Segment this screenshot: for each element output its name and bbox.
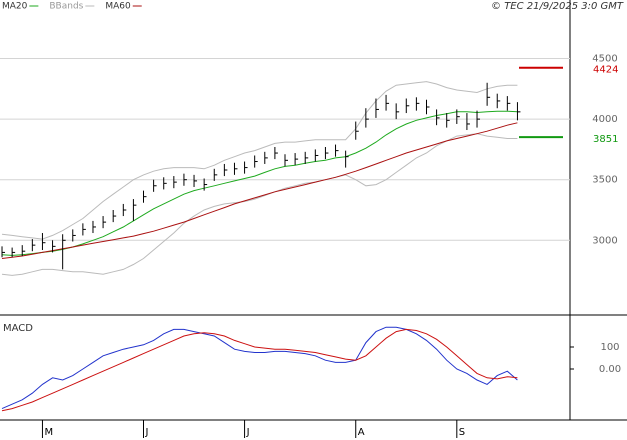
y-tick-label: 4000 xyxy=(592,114,617,125)
pane-title: MACD xyxy=(3,323,33,334)
x-tick-label: S xyxy=(459,427,465,438)
y-tick-label: 3500 xyxy=(592,175,617,186)
macd-line xyxy=(1,328,518,412)
level-label: 3851 xyxy=(593,134,618,145)
x-tick-label: M xyxy=(44,427,53,438)
ma-line xyxy=(1,122,518,259)
y-tick-label: 4500 xyxy=(592,54,617,65)
bband-line xyxy=(1,133,518,276)
ma-line xyxy=(1,110,518,256)
legend-label: MA20 xyxy=(2,2,28,12)
bband-line xyxy=(1,81,518,240)
x-tick-label: J xyxy=(246,427,250,438)
copyright-note: © TEC 21/9/2025 3:0 GMT xyxy=(491,1,624,12)
legend-label: MA60 xyxy=(105,2,131,12)
level-label: 4424 xyxy=(593,65,618,76)
y-tick-label: 3000 xyxy=(592,235,617,246)
y-tick-label: 100 xyxy=(600,342,619,353)
x-tick-label: A xyxy=(358,427,365,438)
macd-line xyxy=(1,326,518,410)
y-tick-label: 0.00 xyxy=(599,364,621,375)
x-tick-label: J xyxy=(145,427,149,438)
legend-label: BBands xyxy=(49,2,83,12)
